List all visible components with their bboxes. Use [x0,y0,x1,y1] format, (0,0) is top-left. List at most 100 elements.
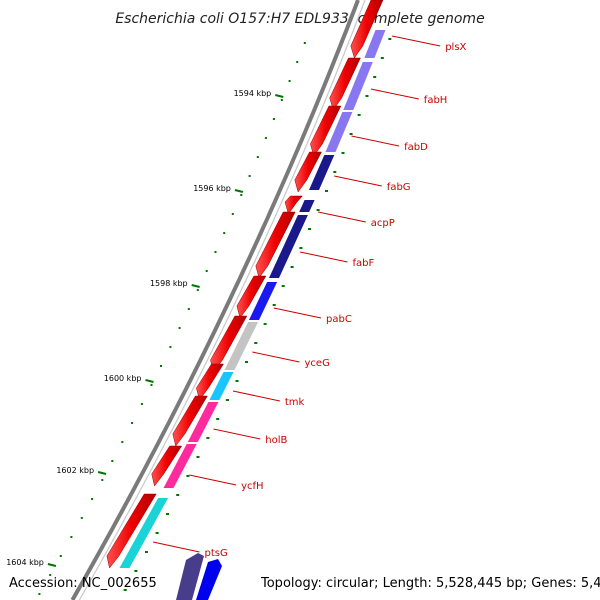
cog-block-plsX [364,30,386,58]
tick-dot [214,251,217,253]
tick-dot [134,570,138,572]
tick-dot [303,42,306,44]
forward-gene-arrow [310,105,342,157]
tick-dot [333,171,337,173]
gene-leader-line [334,175,382,187]
tick-dot [254,342,258,344]
cog-block-yceG [224,322,259,370]
tick-dot [160,365,162,367]
tick-dot [91,498,94,500]
backbone-outer-line [70,0,360,600]
tick-dot [349,133,353,135]
tick-dot [178,327,181,329]
ruler-tick-label: 1604 kbp [6,558,44,567]
tick-dot [155,532,159,534]
tick-dot [290,266,294,268]
gene-leader-line [299,251,348,263]
reverse-gene-arrow [196,559,222,600]
cog-block-fabG [309,155,335,190]
reverse-gene-arrow [176,553,204,600]
gene-label-fabF: fabF [353,258,375,269]
accession-label: Accession: NC_002655 [9,576,157,591]
gene-label-holB: holB [265,435,287,446]
ruler-tick-label: 1594 kbp [234,89,272,98]
gene-label-fabH: fabH [424,95,448,106]
forward-gene-arrow [255,211,296,279]
tick-dot [299,247,303,249]
tick-dot [288,80,291,82]
gene-label-plsX: plsX [445,42,466,53]
tick-dot [49,574,52,576]
tick-dot [59,555,62,557]
tick-dot [140,403,143,405]
gene-leader-line [232,390,281,402]
forward-gene-arrow [350,0,384,59]
cog-track [119,30,386,568]
tick-dot [373,76,377,78]
backbone-inner-line [78,0,366,600]
tick-dot [341,152,345,154]
forward-gene-arrow [236,275,267,319]
ruler-tick-label: 1598 kbp [150,279,188,288]
gene-label-fabD: fabD [404,142,428,153]
gene-label-ptsG: ptsG [205,548,228,559]
ruler-tick [145,379,154,383]
forward-gene-arrow [294,151,322,193]
tick-dot [388,38,392,40]
tick-dot [123,589,127,591]
topology-label: Topology: circular; Length: 5,528,445 bp… [260,576,600,591]
tick-dot [186,475,190,477]
tick-dot [316,209,320,211]
cog-block-holB [187,402,219,442]
tick-dot [121,441,124,443]
ruler-tick [97,471,107,475]
ruler-tick-label: 1602 kbp [56,466,94,475]
tick-dots [38,38,392,595]
cog-block-fabF [269,215,308,278]
tick-dot [196,456,200,458]
gene-leader-line [252,351,300,363]
forward-gene-arrow [284,195,303,215]
tick-dot [357,114,361,116]
gene-leader-line [370,88,419,100]
tick-dot [225,399,229,401]
tick-dot [187,308,190,310]
ruler-tick [47,563,57,567]
forward-gene-arrow [151,445,183,487]
tick-dot [223,232,226,234]
gene-label-ycfH: ycfH [241,481,263,492]
gene-label-pabC: pabC [326,314,352,325]
ruler-tick-label: 1596 kbp [193,184,231,193]
tick-dot [196,289,199,291]
genome-backbone [70,0,366,600]
tick-dot [166,513,169,515]
gene-leader-line [318,211,366,223]
tick-dot [169,346,172,348]
tick-dot [308,228,311,230]
forward-gene-arrow [106,493,157,569]
tick-dot [231,213,234,215]
tick-dot [111,460,114,462]
gene-label-fabG: fabG [387,182,411,193]
forward-gene-arrow [196,363,224,401]
cog-block-tmk [209,372,234,400]
tick-dot [206,437,210,439]
tick-dot [280,99,283,101]
tick-dot [205,270,208,272]
tick-dot [216,418,220,420]
tick-dot [281,285,285,287]
cog-block-ycfH [163,444,197,488]
gene-leader-line [152,541,200,553]
tick-dot [150,384,153,386]
tick-dot [70,536,73,538]
cog-block-ptsG [119,498,169,568]
gene-leader-line [351,135,400,147]
tick-dot [256,156,259,158]
tick-dot [80,517,83,519]
ruler-ticks: 1594 kbp 1596 kbp 1598 kbp 1600 kbp 1602 kbp… [6,89,284,567]
forward-gene-arrow [172,395,208,447]
cog-block-acpP [299,200,315,212]
ruler-tick-label: 1600 kbp [104,374,142,383]
cog-block-fabD [325,112,353,152]
